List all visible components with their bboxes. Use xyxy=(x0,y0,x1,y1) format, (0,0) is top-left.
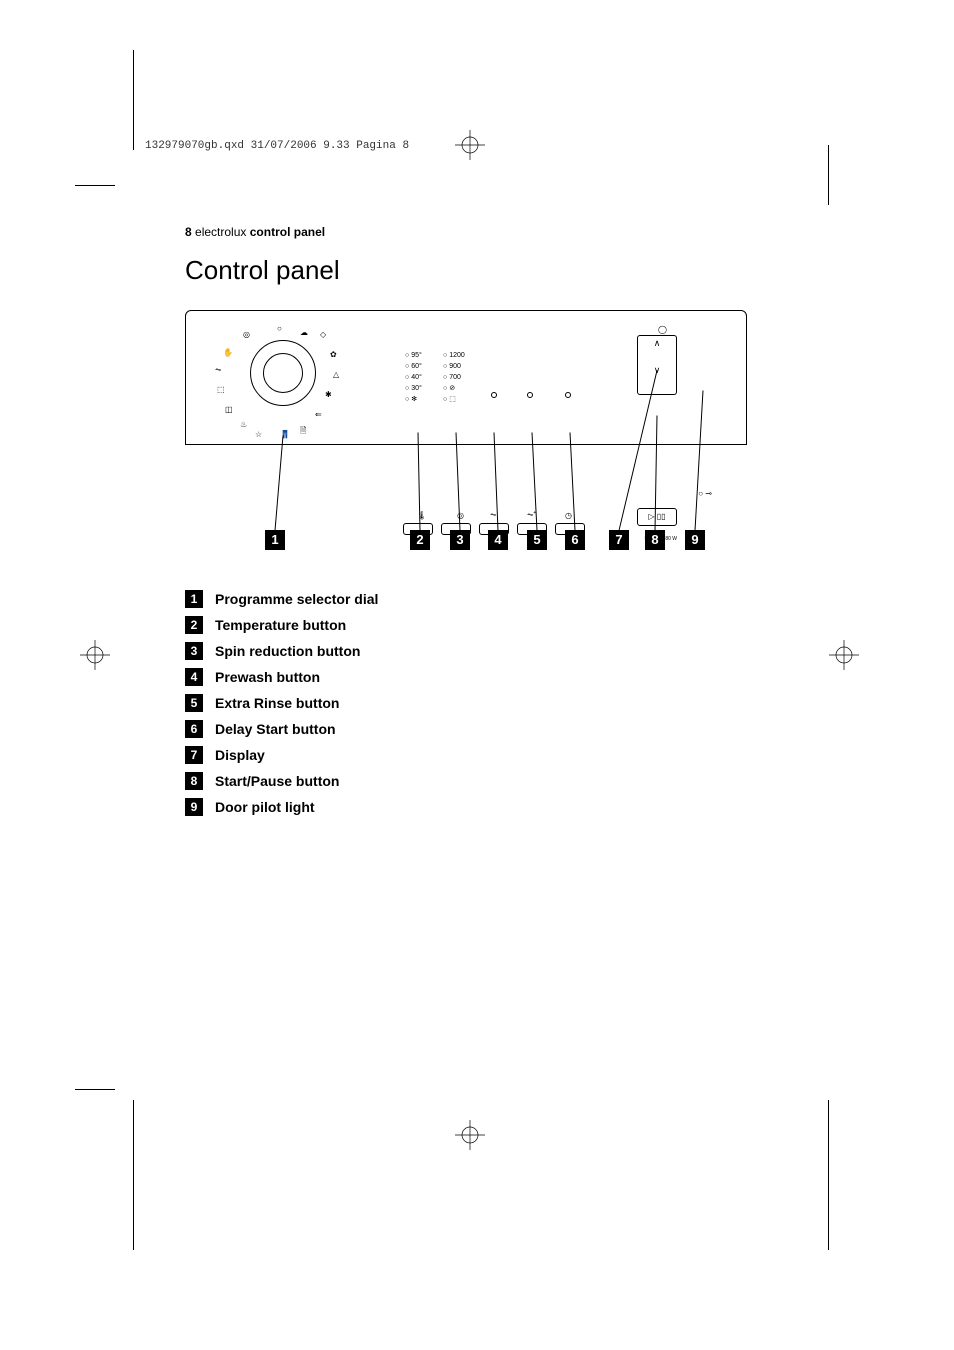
callout-number: 8 xyxy=(645,530,665,550)
hand-icon: ✋ xyxy=(223,348,233,357)
start-pause-button-icon: ▷ ▯▯ xyxy=(637,508,677,526)
spin-item: ⊘ xyxy=(443,383,465,394)
register-mark-icon xyxy=(455,1120,485,1150)
callout-number: 5 xyxy=(527,530,547,550)
crop-mark xyxy=(828,1100,829,1250)
drain-icon: ⇐ xyxy=(315,410,322,419)
flower-icon: ✿ xyxy=(330,350,337,359)
legend-label: Prewash button xyxy=(215,669,320,685)
spin-item: 900 xyxy=(443,361,465,372)
legend-item: 7 Display xyxy=(185,746,378,764)
up-arrow-icon: ∧ xyxy=(638,338,676,349)
legend-item: 9 Door pilot light xyxy=(185,798,378,816)
legend-label: Temperature button xyxy=(215,617,346,633)
spin-item: ⬚ xyxy=(443,394,465,405)
legend: 1 Programme selector dial 2 Temperature but… xyxy=(185,590,378,824)
temp-item: 60° xyxy=(405,361,422,372)
spin-item: 700 xyxy=(443,372,465,383)
basin-icon: ⏦ xyxy=(215,365,222,375)
display-box: ∧ ∨ xyxy=(637,335,677,395)
legend-number: 5 xyxy=(185,694,203,712)
legend-label: Door pilot light xyxy=(215,799,315,815)
temp-item: 95° xyxy=(405,350,422,361)
legend-label: Delay Start button xyxy=(215,721,336,737)
legend-number: 3 xyxy=(185,642,203,660)
rinse-basin-icon: 🗎 xyxy=(300,425,306,439)
legend-item: 3 Spin reduction button xyxy=(185,642,378,660)
legend-item: 5 Extra Rinse button xyxy=(185,694,378,712)
lingerie-icon: ⬚ xyxy=(217,385,225,394)
legend-item: 1 Programme selector dial xyxy=(185,590,378,608)
legend-label: Extra Rinse button xyxy=(215,695,339,711)
delicate-icon: △ xyxy=(333,370,339,379)
off-icon: ○ xyxy=(277,324,282,333)
programme-dial-inner-icon xyxy=(263,353,303,393)
door-light-icon: ○ ⊸ xyxy=(698,489,712,498)
option-led-icon xyxy=(491,392,497,398)
star-icon: ☆ xyxy=(255,430,262,439)
legend-label: Start/Pause button xyxy=(215,773,339,789)
legend-number: 7 xyxy=(185,746,203,764)
option-led-icon xyxy=(527,392,533,398)
legend-number: 9 xyxy=(185,798,203,816)
crop-mark xyxy=(133,1100,134,1250)
cycle-icon: ◯ xyxy=(658,325,667,334)
callout-number: 1 xyxy=(265,530,285,550)
temp-item: 30° xyxy=(405,383,422,394)
legend-number: 2 xyxy=(185,616,203,634)
legend-number: 8 xyxy=(185,772,203,790)
section-text: control panel xyxy=(250,225,325,239)
page-title: Control panel xyxy=(185,255,340,286)
crop-mark xyxy=(133,50,134,150)
page-number: 8 xyxy=(185,225,192,239)
option-led-icon xyxy=(565,392,571,398)
register-mark-icon xyxy=(80,640,110,670)
spin-icon: ◎ xyxy=(243,330,250,339)
synthetic-icon: ◇ xyxy=(320,330,326,339)
callout-number: 7 xyxy=(609,530,629,550)
callout-number: 2 xyxy=(410,530,430,550)
legend-item: 8 Start/Pause button xyxy=(185,772,378,790)
cotton-icon: ☁ xyxy=(300,328,308,337)
print-header: 132979070gb.qxd 31/07/2006 9.33 Pagina 8 xyxy=(145,140,409,152)
callout-number: 4 xyxy=(488,530,508,550)
legend-item: 2 Temperature button xyxy=(185,616,378,634)
legend-label: Programme selector dial xyxy=(215,591,378,607)
legend-item: 6 Delay Start button xyxy=(185,720,378,738)
legend-label: Display xyxy=(215,747,265,763)
wool-icon: ◫ xyxy=(225,405,233,414)
legend-number: 6 xyxy=(185,720,203,738)
register-mark-icon xyxy=(829,640,859,670)
brand-text: electrolux xyxy=(195,225,246,239)
control-panel-diagram: ◎ ○ ☁ ◇ ✿ △ ✱ ⇐ 🗎 👖 ☆ ♨ ◫ ⬚ ⏦ ✋ 95° 60° … xyxy=(185,310,747,550)
spin-item: 1200 xyxy=(443,350,465,361)
legend-number: 1 xyxy=(185,590,203,608)
legend-item: 4 Prewash button xyxy=(185,668,378,686)
spin-list: 1200 900 700 ⊘ ⬚ xyxy=(443,350,465,405)
callout-number: 6 xyxy=(565,530,585,550)
callout-number: 3 xyxy=(450,530,470,550)
legend-label: Spin reduction button xyxy=(215,643,360,659)
sport-icon: ✱ xyxy=(325,390,332,399)
pointer-line xyxy=(275,435,284,530)
clock-icon: ◷ xyxy=(565,511,572,520)
legend-number: 4 xyxy=(185,668,203,686)
prewash-icon: ⏦ xyxy=(490,510,497,520)
temp-item: ✻ xyxy=(405,394,422,405)
callout-number: 9 xyxy=(685,530,705,550)
temp-item: 40° xyxy=(405,372,422,383)
crop-mark xyxy=(75,185,115,186)
register-mark-icon xyxy=(455,130,485,160)
crop-mark xyxy=(828,145,829,205)
temperature-list: 95° 60° 40° 30° ✻ xyxy=(405,350,422,405)
page-header: 8 electrolux control panel xyxy=(185,225,325,239)
crop-mark xyxy=(75,1089,115,1090)
easy-iron-icon: ♨ xyxy=(240,420,247,429)
